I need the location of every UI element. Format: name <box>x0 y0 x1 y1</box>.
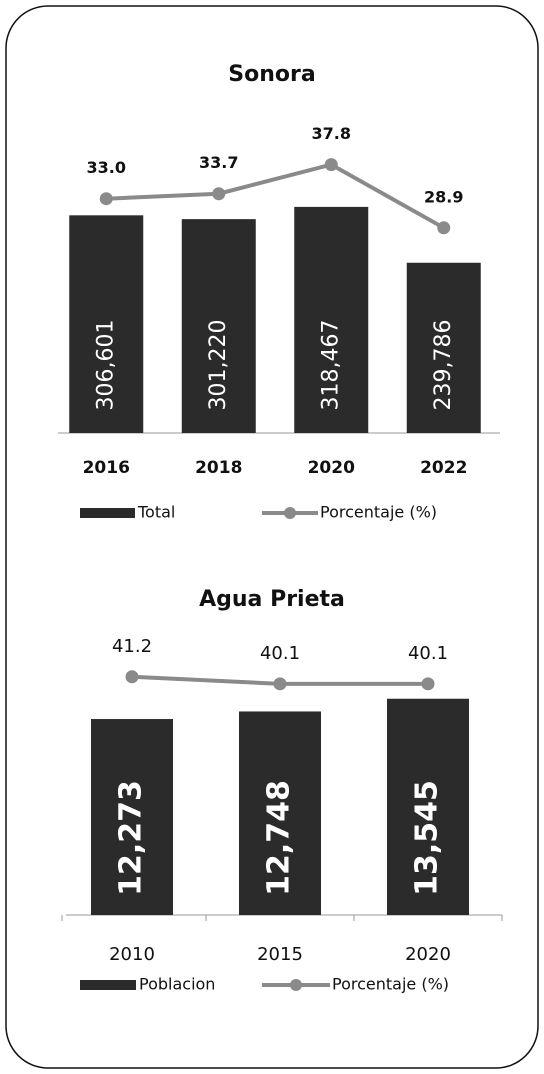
bar-value-label: 301,220 <box>206 320 231 411</box>
legend-swatch <box>80 508 135 518</box>
x-tick-label: 2020 <box>308 458 355 478</box>
legend-marker <box>284 507 296 519</box>
point-value-label: 33.0 <box>87 158 126 177</box>
point-value-label: 40.1 <box>260 643 300 664</box>
legend-label: Poblacion <box>139 975 215 994</box>
line-point <box>212 187 226 201</box>
x-tick-label: 2010 <box>109 944 155 965</box>
point-value-label: 28.9 <box>424 187 463 206</box>
bar-value-label: 239,786 <box>431 320 456 411</box>
bar <box>406 262 481 433</box>
line-point <box>421 677 435 691</box>
point-value-label: 40.1 <box>408 643 448 664</box>
x-tick-label: 2016 <box>83 458 130 478</box>
bar <box>91 719 173 915</box>
bar-value-label: 12,273 <box>114 780 149 896</box>
legend-swatch <box>80 980 136 990</box>
line-point <box>99 192 113 206</box>
legend-marker <box>290 979 302 991</box>
line-point <box>273 677 287 691</box>
x-tick-label: 2020 <box>405 944 451 965</box>
point-value-label: 37.8 <box>312 124 351 143</box>
line-point <box>125 670 139 684</box>
bar <box>387 698 469 915</box>
point-value-label: 33.7 <box>199 153 238 172</box>
bar-value-label: 318,467 <box>318 320 343 411</box>
line-point <box>324 158 338 172</box>
bar <box>69 215 144 433</box>
x-tick-label: 2018 <box>195 458 242 478</box>
chart-title: Sonora <box>228 62 315 87</box>
bar-value-label: 306,601 <box>93 320 118 411</box>
bar-value-label: 13,545 <box>410 780 445 896</box>
chart-title: Agua Prieta <box>199 587 345 612</box>
line-point <box>437 221 451 235</box>
legend-label: Porcentaje (%) <box>332 975 449 994</box>
line <box>106 162 445 230</box>
legend-label: Total <box>137 503 175 522</box>
x-tick-label: 2022 <box>420 458 467 478</box>
bar-value-label: 12,748 <box>262 780 297 896</box>
legend-label: Porcentaje (%) <box>320 503 437 522</box>
point-value-label: 41.2 <box>112 636 152 657</box>
bar <box>239 711 321 915</box>
x-tick-label: 2015 <box>257 944 303 965</box>
bar <box>181 219 256 433</box>
bar <box>294 206 369 433</box>
